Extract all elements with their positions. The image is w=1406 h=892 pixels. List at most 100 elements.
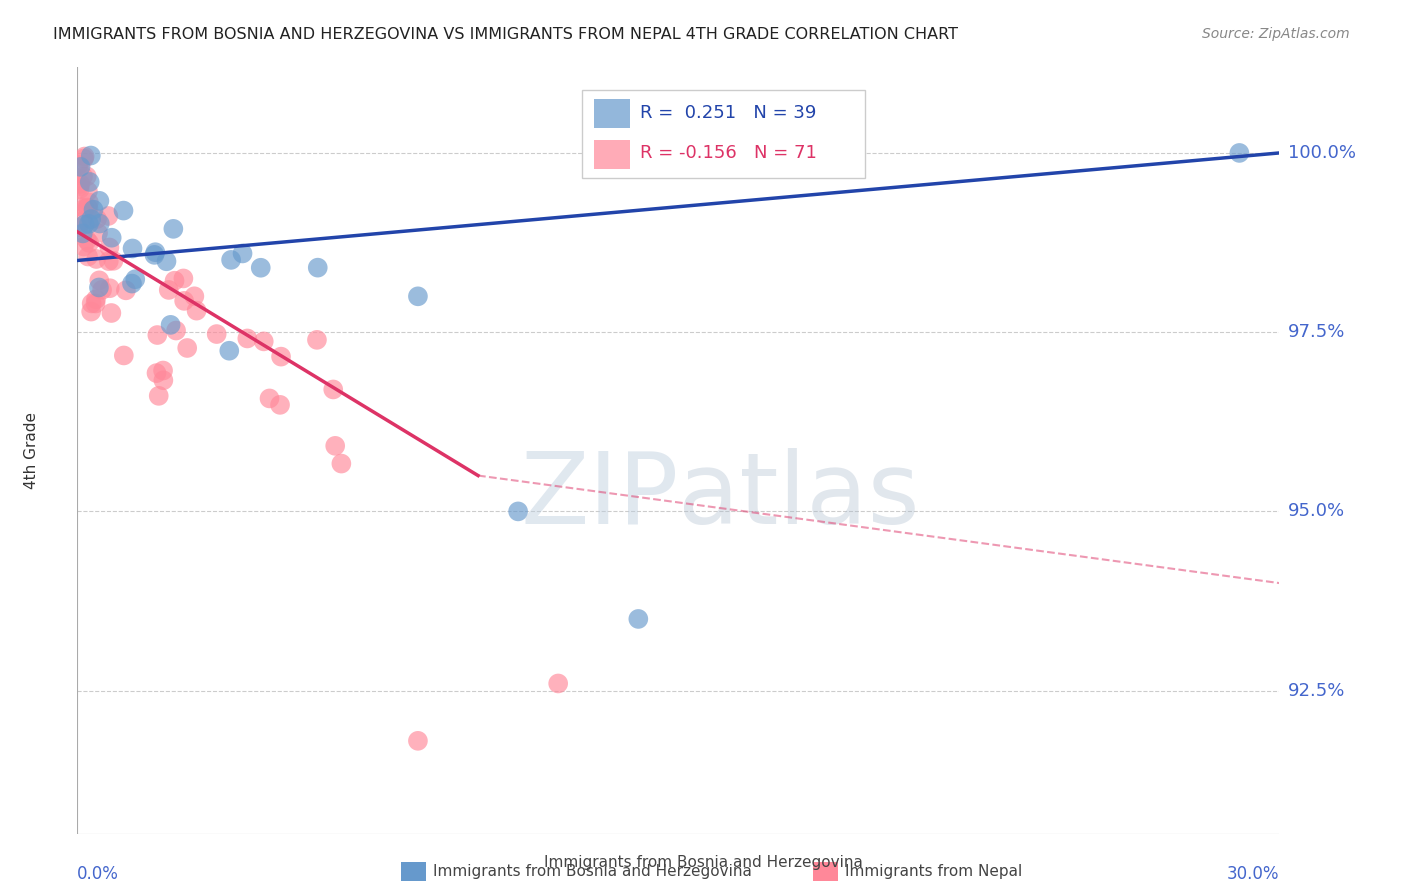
Point [186,303,208,318]
Point [89,273,111,287]
Point [152,373,174,387]
Point [79,175,101,189]
Point [69,182,91,196]
Point [67,220,90,235]
Point [406,734,429,748]
Point [100,306,122,320]
Point [322,383,344,397]
Point [73,202,96,216]
Point [143,245,166,260]
Point [163,274,186,288]
Point [87,226,110,240]
Point [67,179,90,194]
Point [72,227,94,241]
Point [183,289,205,303]
Text: Immigrants from Bosnia and Herzegovina: Immigrants from Bosnia and Herzegovina [433,864,752,879]
Point [91,283,114,297]
Point [80,212,103,227]
Point [1229,145,1251,160]
Point [89,194,111,208]
Point [112,348,135,362]
Text: 97.5%: 97.5% [1288,323,1346,341]
Point [97,254,120,268]
Point [103,253,125,268]
Point [73,149,96,163]
Point [143,248,166,262]
Point [76,169,98,184]
Point [87,280,110,294]
Text: atlas: atlas [679,448,920,545]
Point [232,246,254,260]
Point [69,160,91,174]
Point [547,676,569,690]
Point [307,260,329,275]
Text: R =  0.251   N = 39: R = 0.251 N = 39 [640,104,817,122]
Point [121,277,143,291]
Text: IMMIGRANTS FROM BOSNIA AND HERZEGOVINA VS IMMIGRANTS FROM NEPAL 4TH GRADE CORREL: IMMIGRANTS FROM BOSNIA AND HERZEGOVINA V… [53,27,959,42]
Point [148,389,170,403]
Point [124,272,146,286]
Text: Source: ZipAtlas.com: Source: ZipAtlas.com [1202,27,1350,41]
Point [508,504,530,518]
Point [73,218,96,232]
Point [159,318,181,332]
Point [72,169,94,184]
Point [172,271,194,285]
Point [249,260,271,275]
Text: R = -0.156   N = 71: R = -0.156 N = 71 [640,144,817,161]
Point [84,296,107,310]
Point [98,281,121,295]
Point [98,240,121,254]
Bar [595,140,630,169]
Point [97,209,120,223]
Point [253,334,276,349]
Point [236,331,259,345]
Point [77,201,100,215]
Point [219,252,242,267]
Point [77,217,100,231]
Point [173,293,195,308]
Point [162,222,184,236]
Point [76,201,98,215]
Point [73,152,96,166]
Text: 100.0%: 100.0% [1288,144,1355,162]
Point [121,242,143,256]
Point [73,239,96,253]
Point [77,235,100,250]
Text: 30.0%: 30.0% [1227,864,1279,882]
Text: Immigrants from Nepal: Immigrants from Nepal [845,864,1022,879]
Point [80,148,103,162]
Text: 0.0%: 0.0% [77,864,120,882]
Point [112,203,135,218]
Point [72,214,94,228]
Point [155,254,177,268]
Point [627,612,650,626]
Point [77,184,100,198]
Point [76,233,98,247]
Point [100,230,122,244]
Point [176,341,198,355]
Point [270,350,292,364]
Point [77,250,100,264]
Point [269,398,291,412]
Point [67,199,90,213]
Point [323,439,346,453]
Point [165,324,187,338]
Point [218,343,240,358]
Bar [595,99,630,128]
Point [259,392,281,406]
Point [69,177,91,191]
Text: 95.0%: 95.0% [1288,502,1346,520]
Point [157,283,180,297]
Point [80,304,103,318]
Point [84,293,107,307]
Point [115,283,138,297]
Point [67,158,90,172]
Point [330,457,353,471]
Point [86,211,108,226]
Point [83,202,105,217]
Point [406,289,429,303]
Text: 4th Grade: 4th Grade [24,412,39,489]
Text: Immigrants from Bosnia and Herzegovina: Immigrants from Bosnia and Herzegovina [544,855,862,870]
Bar [582,90,865,178]
